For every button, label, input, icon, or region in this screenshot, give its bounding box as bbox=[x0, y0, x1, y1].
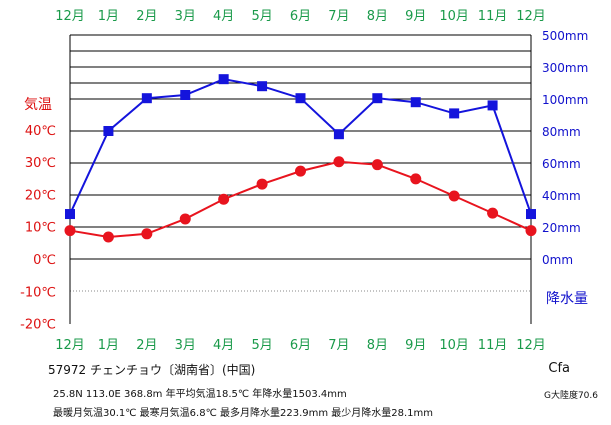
precipitation-point bbox=[65, 209, 75, 220]
temperature-tick-label: 30℃ bbox=[25, 156, 56, 171]
temperature-point bbox=[525, 225, 537, 237]
temperature-tick-label: 20℃ bbox=[25, 188, 56, 203]
precipitation-tick-label: 300mm bbox=[542, 61, 588, 75]
precipitation-tick-label: 80mm bbox=[542, 125, 581, 139]
precipitation-tick-label: 40mm bbox=[542, 189, 581, 203]
station-title: 57972 チェンチョウ〔湖南省〕(中国) bbox=[48, 363, 256, 377]
temperature-point bbox=[295, 165, 306, 177]
month-label-top: 8月 bbox=[367, 9, 388, 24]
precipitation-point bbox=[410, 97, 421, 108]
precipitation-point bbox=[372, 93, 383, 104]
temperature-point bbox=[256, 178, 268, 190]
month-label-bottom: 1月 bbox=[98, 338, 119, 353]
precipitation-point bbox=[449, 108, 460, 119]
temperature-point bbox=[448, 190, 460, 202]
grid-lines bbox=[70, 34, 531, 292]
month-label-top: 6月 bbox=[290, 9, 311, 24]
station-summary: 25.8N 113.0E 368.8m 年平均気温18.5℃ 年降水量1503.… bbox=[53, 389, 347, 400]
continentality-index: G大陸度70.6 bbox=[543, 391, 598, 401]
temperature-tick-label: 10℃ bbox=[25, 221, 56, 236]
precipitation-point bbox=[141, 93, 152, 104]
month-label-bottom: 5月 bbox=[251, 338, 272, 353]
month-label-top: 4月 bbox=[213, 9, 234, 24]
temperature-point bbox=[371, 159, 383, 171]
plot-frame bbox=[69, 35, 532, 324]
precipitation-tick-label: 100mm bbox=[542, 93, 588, 107]
precipitation-point bbox=[180, 90, 191, 100]
temperature-tick-label: -20℃ bbox=[20, 318, 56, 333]
precipitation-axis-ticks: 500mm 300mm 100mm 80mm 60mm 40mm 20mm 0mm bbox=[542, 29, 588, 267]
month-label-bottom: 12月 bbox=[516, 338, 546, 353]
precipitation-axis-title: 降水量 bbox=[546, 291, 588, 307]
temperature-point bbox=[410, 173, 422, 185]
month-label-bottom: 7月 bbox=[328, 338, 349, 353]
month-label-top: 11月 bbox=[478, 9, 508, 24]
month-label-top: 10月 bbox=[439, 9, 469, 24]
precipitation-series bbox=[65, 74, 536, 220]
month-label-top: 5月 bbox=[251, 9, 272, 24]
precipitation-point bbox=[487, 100, 498, 111]
temperature-point bbox=[333, 156, 345, 168]
month-label-bottom: 12月 bbox=[55, 338, 85, 353]
month-label-bottom: 9月 bbox=[405, 338, 426, 353]
month-label-top: 1月 bbox=[98, 9, 119, 24]
month-label-top: 7月 bbox=[328, 9, 349, 24]
month-label-bottom: 11月 bbox=[478, 338, 508, 353]
temperature-point bbox=[141, 228, 153, 240]
station-extremes: 最暖月気温30.1℃ 最寒月気温6.8℃ 最多月降水量223.9mm 最少月降水… bbox=[53, 408, 434, 419]
temperature-point bbox=[487, 207, 499, 219]
temperature-tick-label: 40℃ bbox=[25, 124, 56, 139]
precipitation-point bbox=[218, 74, 229, 85]
temperature-point bbox=[64, 225, 76, 237]
precipitation-point bbox=[257, 81, 268, 92]
month-labels-top: 12月 1月 2月 3月 4月 5月 6月 7月 8月 9月 10月 11月 12月 bbox=[55, 9, 546, 24]
temperature-axis-title: 気温 bbox=[24, 97, 52, 113]
temperature-point bbox=[179, 213, 191, 225]
month-labels-bottom: 12月 1月 2月 3月 4月 5月 6月 7月 8月 9月 10月 11月 12月 bbox=[55, 338, 546, 353]
month-label-top: 12月 bbox=[55, 9, 85, 24]
climate-class: Cfa bbox=[548, 361, 570, 376]
month-label-bottom: 10月 bbox=[439, 338, 469, 353]
month-label-bottom: 3月 bbox=[175, 338, 196, 353]
precipitation-point bbox=[333, 129, 344, 140]
precipitation-point bbox=[295, 93, 306, 104]
precipitation-point bbox=[103, 126, 114, 136]
month-label-top: 3月 bbox=[175, 9, 196, 24]
precipitation-point bbox=[526, 209, 536, 220]
month-label-top: 2月 bbox=[136, 9, 157, 24]
temperature-tick-label: 0℃ bbox=[33, 253, 56, 268]
month-label-top: 9月 bbox=[405, 9, 426, 24]
temperature-tick-label: -10℃ bbox=[20, 285, 56, 300]
month-label-top: 12月 bbox=[516, 9, 546, 24]
month-label-bottom: 8月 bbox=[367, 338, 388, 353]
precipitation-tick-label: 500mm bbox=[542, 29, 588, 43]
temperature-point bbox=[218, 193, 230, 205]
temperature-point bbox=[102, 231, 114, 243]
temperature-axis-ticks: 40℃ 30℃ 20℃ 10℃ 0℃ -10℃ -20℃ bbox=[20, 124, 56, 333]
month-label-bottom: 6月 bbox=[290, 338, 311, 353]
precipitation-tick-label: 0mm bbox=[542, 253, 573, 267]
temperature-series bbox=[64, 156, 537, 243]
month-label-bottom: 4月 bbox=[213, 338, 234, 353]
month-label-bottom: 2月 bbox=[136, 338, 157, 353]
precipitation-tick-label: 60mm bbox=[542, 157, 581, 171]
precipitation-tick-label: 20mm bbox=[542, 221, 581, 235]
